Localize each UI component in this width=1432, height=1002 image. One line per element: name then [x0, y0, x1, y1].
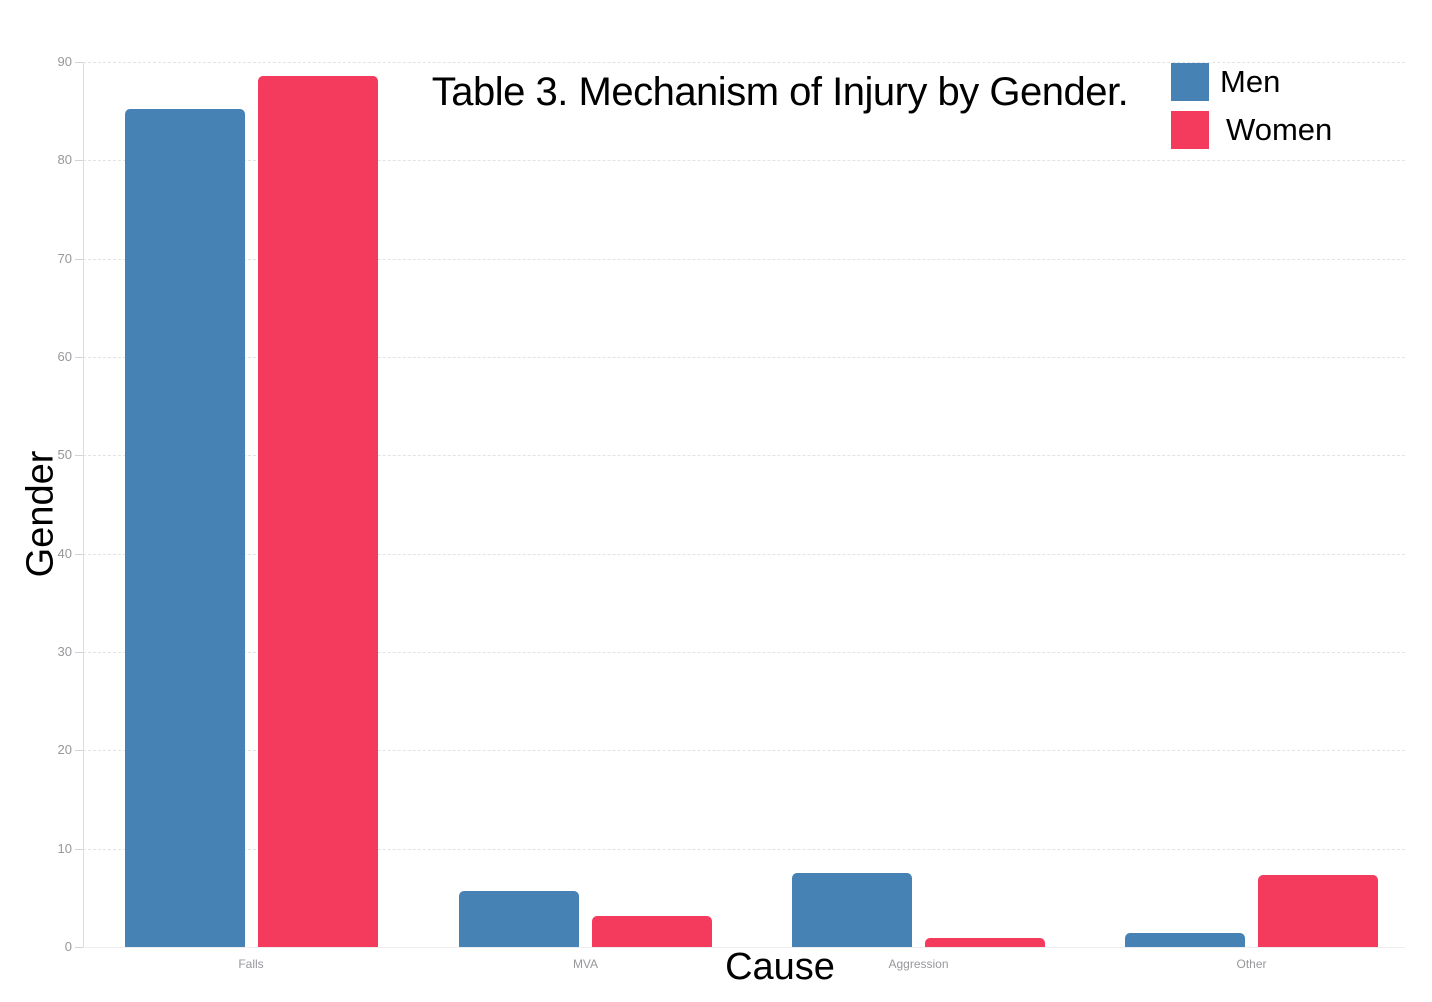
- y-tick-label-80: 80: [57, 152, 72, 168]
- gridline-60: [83, 357, 1405, 358]
- y-tick-label-70: 70: [57, 250, 72, 266]
- gridline-90: [83, 62, 1405, 63]
- y-tick-label-20: 20: [57, 742, 72, 758]
- legend-swatch-men-icon: [1171, 63, 1209, 101]
- y-tick-mark: [75, 357, 83, 358]
- bar-women-aggression: [925, 938, 1045, 947]
- y-tick-label-30: 30: [57, 644, 72, 659]
- plot-area: [83, 62, 1405, 948]
- y-tick-mark: [75, 62, 83, 63]
- legend: Men Women: [1171, 63, 1332, 159]
- bar-women-mva: [592, 915, 712, 947]
- y-tick-mark: [75, 553, 83, 555]
- y-tick-mark: [75, 455, 83, 457]
- legend-item-women: Women: [1171, 111, 1332, 149]
- legend-item-men: Men: [1171, 63, 1332, 101]
- gridline-20: [83, 750, 1405, 752]
- y-tick-label-40: 40: [57, 545, 72, 561]
- bar-men-aggression: [792, 873, 912, 947]
- gridline-70: [83, 258, 1405, 260]
- gridline-0: [83, 947, 1405, 948]
- y-tick-label-0: 0: [64, 939, 72, 954]
- bar-men-mva: [459, 890, 579, 947]
- y-tick-mark: [75, 258, 83, 260]
- y-tick-mark: [75, 652, 83, 653]
- gridline-50: [83, 455, 1405, 457]
- y-axis-line: [83, 62, 84, 948]
- gridline-80: [83, 160, 1405, 162]
- x-tick-label-aggression: Aggression: [888, 957, 949, 971]
- y-tick-mark: [75, 750, 83, 752]
- x-tick-label-other: Other: [1236, 957, 1267, 971]
- y-tick-label-10: 10: [57, 840, 72, 856]
- y-tick-mark: [75, 848, 83, 850]
- y-tick-mark: [75, 947, 83, 948]
- gridline-40: [83, 553, 1405, 555]
- x-axis-title: Cause: [725, 946, 835, 988]
- legend-swatch-women-icon: [1171, 111, 1209, 149]
- y-tick-mark: [75, 160, 83, 162]
- bar-men-other: [1125, 933, 1245, 947]
- bar-men-falls: [124, 109, 245, 947]
- gridline-30: [83, 652, 1405, 653]
- legend-label-men: Men: [1220, 64, 1281, 99]
- legend-label-women: Women: [1226, 112, 1333, 147]
- bar-women-other: [1258, 875, 1378, 947]
- x-tick-label-falls: Falls: [238, 957, 264, 971]
- gridline-10: [83, 848, 1405, 850]
- chart-title: Table 3. Mechanism of Injury by Gender.: [431, 70, 1129, 114]
- y-tick-label-90: 90: [57, 54, 72, 69]
- y-tick-label-50: 50: [57, 447, 72, 463]
- bar-women-falls: [257, 75, 378, 947]
- x-tick-label-mva: MVA: [572, 957, 599, 971]
- y-tick-label-60: 60: [57, 349, 72, 364]
